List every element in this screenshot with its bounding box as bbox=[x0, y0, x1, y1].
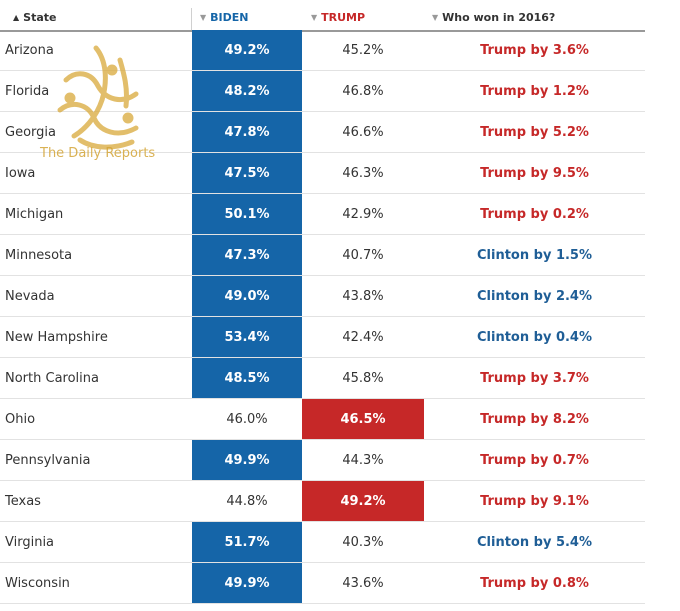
trump-percent: 46.8% bbox=[342, 84, 384, 99]
row-divider bbox=[0, 70, 645, 71]
biden-percent: 47.5% bbox=[192, 153, 302, 194]
biden-percent: 47.3% bbox=[192, 235, 302, 276]
header-biden-label: BIDEN bbox=[210, 11, 249, 24]
won-2016: Clinton by 2.4% bbox=[477, 289, 592, 304]
state-name: Virginia bbox=[5, 535, 55, 550]
sort-down-icon: ▼ bbox=[311, 13, 318, 22]
row-divider bbox=[0, 439, 645, 440]
row-divider bbox=[0, 234, 645, 235]
won-2016: Trump by 8.2% bbox=[480, 412, 589, 427]
state-name: Georgia bbox=[5, 125, 56, 140]
table-row: New Hampshire 53.4% 42.4% Clinton by 0.4% bbox=[0, 317, 645, 358]
table-row: Virginia 51.7% 40.3% Clinton by 5.4% bbox=[0, 522, 645, 563]
won-2016: Trump by 3.6% bbox=[480, 43, 589, 58]
won-2016: Trump by 1.2% bbox=[480, 84, 589, 99]
trump-percent: 46.6% bbox=[342, 125, 384, 140]
header-state-label: State bbox=[23, 11, 57, 24]
trump-percent: 46.3% bbox=[342, 166, 384, 181]
biden-percent: 53.4% bbox=[192, 317, 302, 358]
state-name: Wisconsin bbox=[5, 576, 70, 591]
won-2016: Clinton by 1.5% bbox=[477, 248, 592, 263]
row-divider bbox=[0, 316, 645, 317]
table-header: ▲ State ▼ BIDEN ▼ TRUMP ▼ Who won in 2016? bbox=[0, 0, 645, 32]
state-name: Florida bbox=[5, 84, 50, 99]
state-name: Ohio bbox=[5, 412, 36, 427]
row-divider bbox=[0, 152, 645, 153]
state-name: Pennsylvania bbox=[5, 453, 91, 468]
row-divider bbox=[0, 562, 645, 563]
row-divider bbox=[0, 357, 645, 358]
trump-percent: 49.2% bbox=[302, 481, 424, 522]
biden-percent: 46.0% bbox=[226, 412, 268, 427]
header-trump-sort[interactable]: ▼ TRUMP bbox=[311, 11, 365, 24]
state-name: North Carolina bbox=[5, 371, 99, 386]
trump-percent: 45.8% bbox=[342, 371, 384, 386]
trump-percent: 40.3% bbox=[342, 535, 384, 550]
won-2016: Trump by 0.7% bbox=[480, 453, 589, 468]
biden-percent: 48.2% bbox=[192, 71, 302, 112]
table-row: Arizona 49.2% 45.2% Trump by 3.6% bbox=[0, 30, 645, 71]
biden-percent: 47.8% bbox=[192, 112, 302, 153]
sort-down-icon: ▼ bbox=[200, 13, 207, 22]
biden-percent: 49.2% bbox=[192, 30, 302, 71]
trump-percent: 46.5% bbox=[302, 399, 424, 440]
won-2016: Clinton by 5.4% bbox=[477, 535, 592, 550]
biden-percent: 49.9% bbox=[192, 440, 302, 481]
trump-percent: 45.2% bbox=[342, 43, 384, 58]
table-row: Texas 44.8% 49.2% Trump by 9.1% bbox=[0, 481, 645, 522]
header-biden-sort[interactable]: ▼ BIDEN bbox=[200, 11, 248, 24]
state-name: Nevada bbox=[5, 289, 55, 304]
header-state-sort[interactable]: ▲ State bbox=[13, 11, 56, 24]
biden-percent: 51.7% bbox=[192, 522, 302, 563]
table-row: Georgia 47.8% 46.6% Trump by 5.2% bbox=[0, 112, 645, 153]
state-name: Iowa bbox=[5, 166, 36, 181]
table-row: Ohio 46.0% 46.5% Trump by 8.2% bbox=[0, 399, 645, 440]
trump-percent: 42.9% bbox=[342, 207, 384, 222]
header-won-sort[interactable]: ▼ Who won in 2016? bbox=[432, 11, 555, 24]
table-row: Nevada 49.0% 43.8% Clinton by 2.4% bbox=[0, 276, 645, 317]
won-2016: Clinton by 0.4% bbox=[477, 330, 592, 345]
row-divider bbox=[0, 480, 645, 481]
row-divider bbox=[0, 275, 645, 276]
row-divider bbox=[0, 521, 645, 522]
table-row: Wisconsin 49.9% 43.6% Trump by 0.8% bbox=[0, 563, 645, 604]
row-divider bbox=[0, 603, 645, 604]
biden-percent: 49.9% bbox=[192, 563, 302, 604]
table-row: Minnesota 47.3% 40.7% Clinton by 1.5% bbox=[0, 235, 645, 276]
biden-percent: 44.8% bbox=[226, 494, 268, 509]
row-divider bbox=[0, 398, 645, 399]
trump-percent: 44.3% bbox=[342, 453, 384, 468]
state-name: Texas bbox=[5, 494, 41, 509]
trump-percent: 43.8% bbox=[342, 289, 384, 304]
trump-percent: 43.6% bbox=[342, 576, 384, 591]
table-row: Michigan 50.1% 42.9% Trump by 0.2% bbox=[0, 194, 645, 235]
row-divider bbox=[0, 193, 645, 194]
won-2016: Trump by 9.5% bbox=[480, 166, 589, 181]
biden-percent: 50.1% bbox=[192, 194, 302, 235]
state-name: Arizona bbox=[5, 43, 54, 58]
table-row: Pennsylvania 49.9% 44.3% Trump by 0.7% bbox=[0, 440, 645, 481]
table-row: North Carolina 48.5% 45.8% Trump by 3.7% bbox=[0, 358, 645, 399]
trump-percent: 40.7% bbox=[342, 248, 384, 263]
won-2016: Trump by 5.2% bbox=[480, 125, 589, 140]
row-divider bbox=[0, 111, 645, 112]
header-divider bbox=[191, 8, 192, 30]
table-row: Florida 48.2% 46.8% Trump by 1.2% bbox=[0, 71, 645, 112]
trump-percent: 42.4% bbox=[342, 330, 384, 345]
table-row: Iowa 47.5% 46.3% Trump by 9.5% bbox=[0, 153, 645, 194]
state-name: Minnesota bbox=[5, 248, 73, 263]
won-2016: Trump by 3.7% bbox=[480, 371, 589, 386]
header-trump-label: TRUMP bbox=[321, 11, 366, 24]
header-won-label: Who won in 2016? bbox=[442, 11, 556, 24]
won-2016: Trump by 0.8% bbox=[480, 576, 589, 591]
biden-percent: 49.0% bbox=[192, 276, 302, 317]
won-2016: Trump by 9.1% bbox=[480, 494, 589, 509]
sort-up-icon: ▲ bbox=[13, 13, 20, 22]
won-2016: Trump by 0.2% bbox=[480, 207, 589, 222]
state-name: Michigan bbox=[5, 207, 64, 222]
sort-down-icon: ▼ bbox=[432, 13, 439, 22]
biden-percent: 48.5% bbox=[192, 358, 302, 399]
state-name: New Hampshire bbox=[5, 330, 108, 345]
